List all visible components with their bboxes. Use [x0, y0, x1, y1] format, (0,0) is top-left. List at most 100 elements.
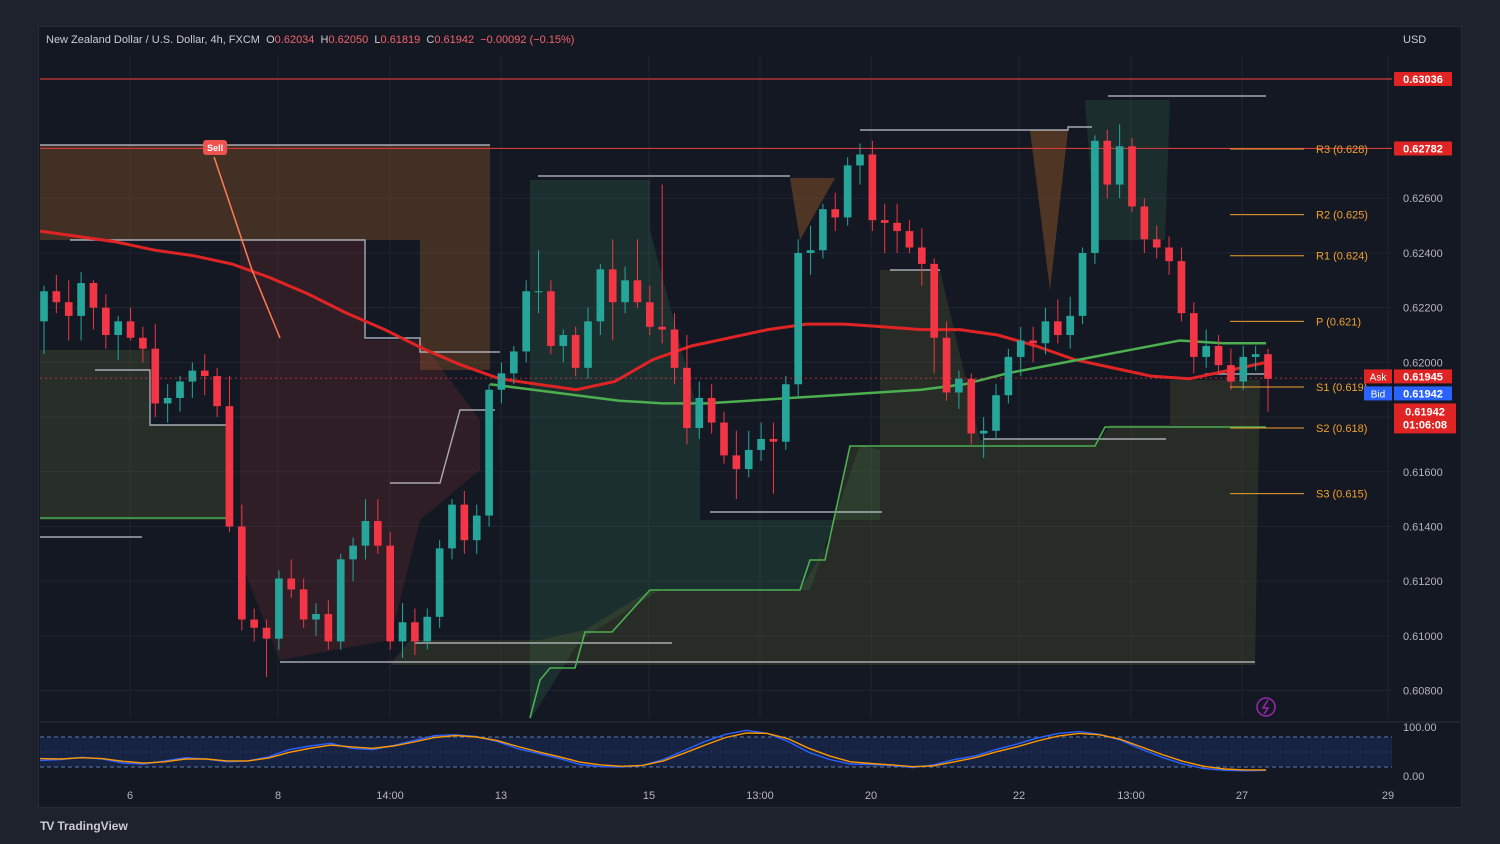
- candle-body: [1140, 206, 1149, 240]
- candle-body: [398, 622, 407, 642]
- x-tick-label: 20: [865, 790, 877, 802]
- candle-body: [225, 406, 234, 527]
- candle-body: [386, 545, 395, 642]
- candle-body: [621, 280, 629, 303]
- candle-body: [584, 321, 592, 368]
- tradingview-brand[interactable]: TV TradingView: [40, 819, 128, 833]
- candle-body: [905, 231, 914, 248]
- change-value: −0.00092 (−0.15%): [480, 34, 575, 46]
- candle-body: [608, 269, 617, 303]
- candle-body: [1053, 321, 1062, 336]
- candles: [40, 124, 1272, 677]
- candle-body: [559, 335, 568, 346]
- candle-body: [683, 367, 691, 429]
- candle-body: [126, 321, 135, 338]
- pivot-label: R1 (0.624): [1316, 251, 1368, 263]
- candle-body: [1115, 146, 1124, 185]
- y-tick-label: 0.61400: [1403, 522, 1443, 534]
- price-tag: [1394, 71, 1452, 86]
- candle-body: [361, 521, 370, 546]
- candle-body: [1227, 365, 1235, 382]
- brand-text: TradingView: [57, 819, 128, 833]
- candle-body: [448, 504, 456, 549]
- candle-body: [955, 378, 963, 393]
- candle-body: [856, 154, 864, 166]
- channel-line: [860, 126, 1092, 131]
- candle-body: [336, 559, 345, 642]
- trend-zone: [1030, 130, 1068, 290]
- candle-body: [571, 335, 580, 368]
- price-tag-label: 0.62782: [1403, 143, 1443, 155]
- candle-body: [373, 521, 382, 546]
- candle-body: [1103, 140, 1112, 185]
- candle-body: [1177, 261, 1186, 314]
- candle-body: [831, 209, 840, 218]
- candle-body: [806, 250, 815, 253]
- stoch-d-line: [39, 732, 1266, 771]
- trend-zone: [40, 350, 230, 520]
- channel-lines: [40, 95, 1266, 663]
- y-tick-label: 0.62600: [1403, 193, 1443, 205]
- candle-body: [275, 578, 283, 639]
- y-tick-label: 0.62200: [1403, 303, 1443, 315]
- candle-body: [534, 291, 543, 293]
- candle-body: [769, 438, 778, 442]
- trend-zone: [40, 145, 490, 370]
- candle-body: [1165, 247, 1173, 262]
- candle-body: [509, 351, 518, 374]
- candle-body: [262, 627, 271, 639]
- open-label: O: [266, 34, 275, 46]
- symbol-header: New Zealand Dollar / U.S. Dollar, 4h, FX…: [46, 34, 574, 46]
- pivot-label: S3 (0.615): [1316, 489, 1367, 501]
- candle-body: [101, 307, 110, 336]
- ask-label-box: [1364, 369, 1392, 384]
- pivot-label: P (0.621): [1316, 316, 1361, 328]
- candle-body: [744, 449, 753, 470]
- candle-body: [64, 302, 73, 316]
- candle-body: [250, 619, 259, 628]
- y-tick-label: 0.62000: [1403, 357, 1443, 369]
- trend-zone: [790, 178, 835, 240]
- candle-body: [1239, 356, 1248, 382]
- ask-tag: [1394, 369, 1452, 384]
- candle-body: [151, 348, 160, 404]
- candle-body: [1264, 354, 1272, 379]
- bid-tag: [1394, 386, 1452, 401]
- support-step-line: [529, 426, 1266, 719]
- grid: [40, 56, 1392, 718]
- candle-body: [1041, 321, 1050, 344]
- symbol-name: New Zealand Dollar / U.S. Dollar, 4h, FX…: [46, 34, 260, 46]
- candle-body: [485, 389, 493, 516]
- candle-body: [1066, 315, 1075, 336]
- candle-body: [868, 154, 877, 221]
- candle-body: [1078, 252, 1087, 316]
- candle-body: [732, 455, 741, 470]
- candle-body: [645, 302, 654, 327]
- candle-body: [880, 220, 889, 223]
- close-label: C: [426, 34, 435, 46]
- candle-body: [89, 283, 98, 308]
- candle-body: [299, 589, 308, 620]
- stoch-lower-label: 0.00: [1403, 771, 1424, 783]
- candle-body: [547, 291, 555, 346]
- candle-body: [794, 252, 803, 385]
- candle-body: [633, 280, 642, 303]
- tradingview-logo-icon: TV: [40, 819, 54, 833]
- last-price-tag: [1394, 403, 1456, 434]
- candle-body: [287, 578, 296, 590]
- sell-marker: [203, 140, 228, 156]
- candle-body: [695, 397, 704, 429]
- y-tick-label: 0.62400: [1403, 248, 1443, 260]
- low-value: 0.61819: [380, 34, 421, 46]
- lightning-icon: [1256, 697, 1276, 717]
- candle-body: [237, 526, 246, 620]
- candle-body: [720, 422, 728, 456]
- currency-label: USD: [1403, 34, 1427, 46]
- low-label: L: [374, 34, 381, 46]
- candle-body: [1128, 146, 1136, 207]
- x-tick-label: 6: [127, 790, 133, 802]
- x-tick-label: 22: [1013, 790, 1025, 802]
- sell-signal-line: [213, 156, 281, 339]
- candle-body: [979, 430, 988, 434]
